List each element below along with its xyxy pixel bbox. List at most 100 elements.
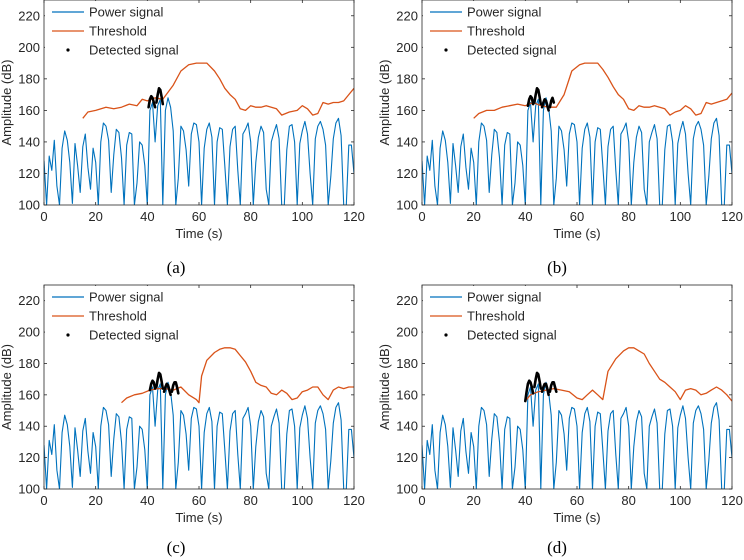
x-axis-title: Time (s): [175, 510, 222, 525]
panel-caption: (b): [547, 258, 567, 277]
legend: Power signal Threshold Detected signal: [423, 286, 564, 343]
y-tick-label: 160: [18, 103, 40, 118]
y-axis-title: Amplitude (dB): [377, 60, 392, 146]
power-signal-line: [44, 97, 354, 205]
legend-label: Threshold: [467, 309, 525, 324]
y-tick-label: 140: [18, 134, 40, 149]
y-tick-label: 100: [396, 482, 418, 497]
legend-label: Detected signal: [467, 328, 557, 343]
y-tick-label: 180: [18, 71, 40, 86]
panel-caption: (a): [167, 258, 186, 277]
plot-area: [422, 347, 732, 489]
y-tick-label: 120: [396, 166, 418, 181]
y-tick-label: 200: [18, 40, 40, 55]
legend-label: Threshold: [89, 309, 147, 324]
x-axis-title: Time (s): [175, 226, 222, 241]
x-tick-label: 60: [192, 209, 206, 224]
x-tick-label: 20: [88, 493, 102, 508]
detected-signal-segment: [523, 379, 535, 403]
x-tick-label: 100: [669, 209, 691, 224]
x-tick-label: 120: [721, 209, 743, 224]
x-tick-label: 0: [418, 493, 425, 508]
y-tick-label: 200: [396, 325, 418, 340]
threshold-line: [82, 62, 354, 119]
x-tick-label: 40: [140, 209, 154, 224]
legend-detected-swatch: [66, 333, 70, 337]
plot-area: [422, 62, 732, 205]
y-tick-label: 100: [18, 198, 40, 213]
plot-area: [44, 347, 354, 489]
panel-a: 0 20 40 60 80 100 120 100 120 140 160 180 200 220 Time…: [0, 0, 365, 241]
y-tick-label: 120: [18, 166, 40, 181]
y-tick-label: 220: [18, 8, 40, 23]
x-tick-label: 0: [40, 209, 47, 224]
legend-detected-swatch: [444, 333, 448, 337]
x-tick-label: 120: [343, 493, 365, 508]
detected-signal-segment: [148, 379, 157, 392]
legend: Power signal Threshold Detected signal: [45, 286, 186, 343]
y-axis-title: Amplitude (dB): [0, 344, 14, 430]
legend-label: Detected signal: [467, 43, 557, 58]
x-tick-label: 60: [570, 209, 584, 224]
plot-area: [44, 62, 354, 205]
x-tick-label: 0: [418, 209, 425, 224]
legend-label: Power signal: [467, 290, 542, 305]
x-tick-label: 20: [466, 209, 480, 224]
x-tick-label: 100: [669, 493, 691, 508]
power-signal-line: [422, 381, 732, 489]
y-tick-label: 160: [396, 387, 418, 402]
detected-signal-segment: [162, 382, 172, 397]
detected-signal-segment: [170, 380, 180, 395]
legend-label: Detected signal: [89, 328, 179, 343]
legend-label: Power signal: [467, 5, 542, 20]
x-tick-label: 100: [291, 493, 313, 508]
detected-signal-segment: [533, 87, 543, 106]
x-tick-label: 40: [518, 209, 532, 224]
detected-signal-segment: [540, 382, 550, 397]
x-tick-label: 40: [518, 493, 532, 508]
x-tick-label: 100: [291, 209, 313, 224]
x-tick-label: 60: [570, 493, 584, 508]
legend: Power signal Threshold Detected signal: [423, 1, 564, 58]
threshold-line: [473, 62, 732, 119]
y-tick-label: 220: [396, 8, 418, 23]
legend: Power signal Threshold Detected signal: [45, 1, 186, 58]
power-signal-line: [422, 97, 732, 205]
y-tick-label: 100: [396, 198, 418, 213]
y-tick-label: 120: [18, 450, 40, 465]
y-tick-label: 140: [396, 419, 418, 434]
detected-signal-segment: [147, 94, 157, 109]
detected-signal-segment: [155, 371, 165, 390]
legend-detected-swatch: [444, 48, 448, 52]
panel-c: 0 20 40 60 80 100 120 100 120 140 160 180 200 220 Time…: [0, 284, 365, 525]
legend-label: Power signal: [89, 5, 164, 20]
y-tick-label: 200: [396, 40, 418, 55]
y-axis-title: Amplitude (dB): [0, 60, 14, 146]
x-tick-label: 80: [243, 209, 257, 224]
x-tick-label: 80: [621, 493, 635, 508]
detected-signal-segment: [155, 87, 165, 106]
x-tick-label: 0: [40, 493, 47, 508]
legend-label: Detected signal: [89, 43, 179, 58]
panel-b: 0 20 40 60 80 100 120 100 120 140 160 180 200 220 Time…: [377, 0, 743, 241]
panel-caption: (c): [167, 538, 186, 557]
detected-signal-segment: [526, 94, 535, 107]
detected-signal-segment: [540, 98, 550, 112]
y-tick-label: 220: [396, 293, 418, 308]
legend-detected-swatch: [66, 48, 70, 52]
panel-d: 0 20 40 60 80 100 120 100 120 140 160 180 200 220 Time…: [377, 284, 743, 525]
x-tick-label: 120: [721, 493, 743, 508]
x-tick-label: 120: [343, 209, 365, 224]
y-axis-title: Amplitude (dB): [377, 344, 392, 430]
legend-label: Threshold: [467, 24, 525, 39]
detected-signal-segment: [548, 380, 558, 394]
legend-label: Power signal: [89, 290, 164, 305]
y-tick-label: 160: [18, 387, 40, 402]
y-tick-label: 100: [18, 482, 40, 497]
x-tick-label: 60: [192, 493, 206, 508]
threshold-line: [121, 347, 354, 404]
detected-signal-segment: [533, 371, 543, 390]
y-tick-label: 120: [396, 450, 418, 465]
y-tick-label: 180: [396, 356, 418, 371]
